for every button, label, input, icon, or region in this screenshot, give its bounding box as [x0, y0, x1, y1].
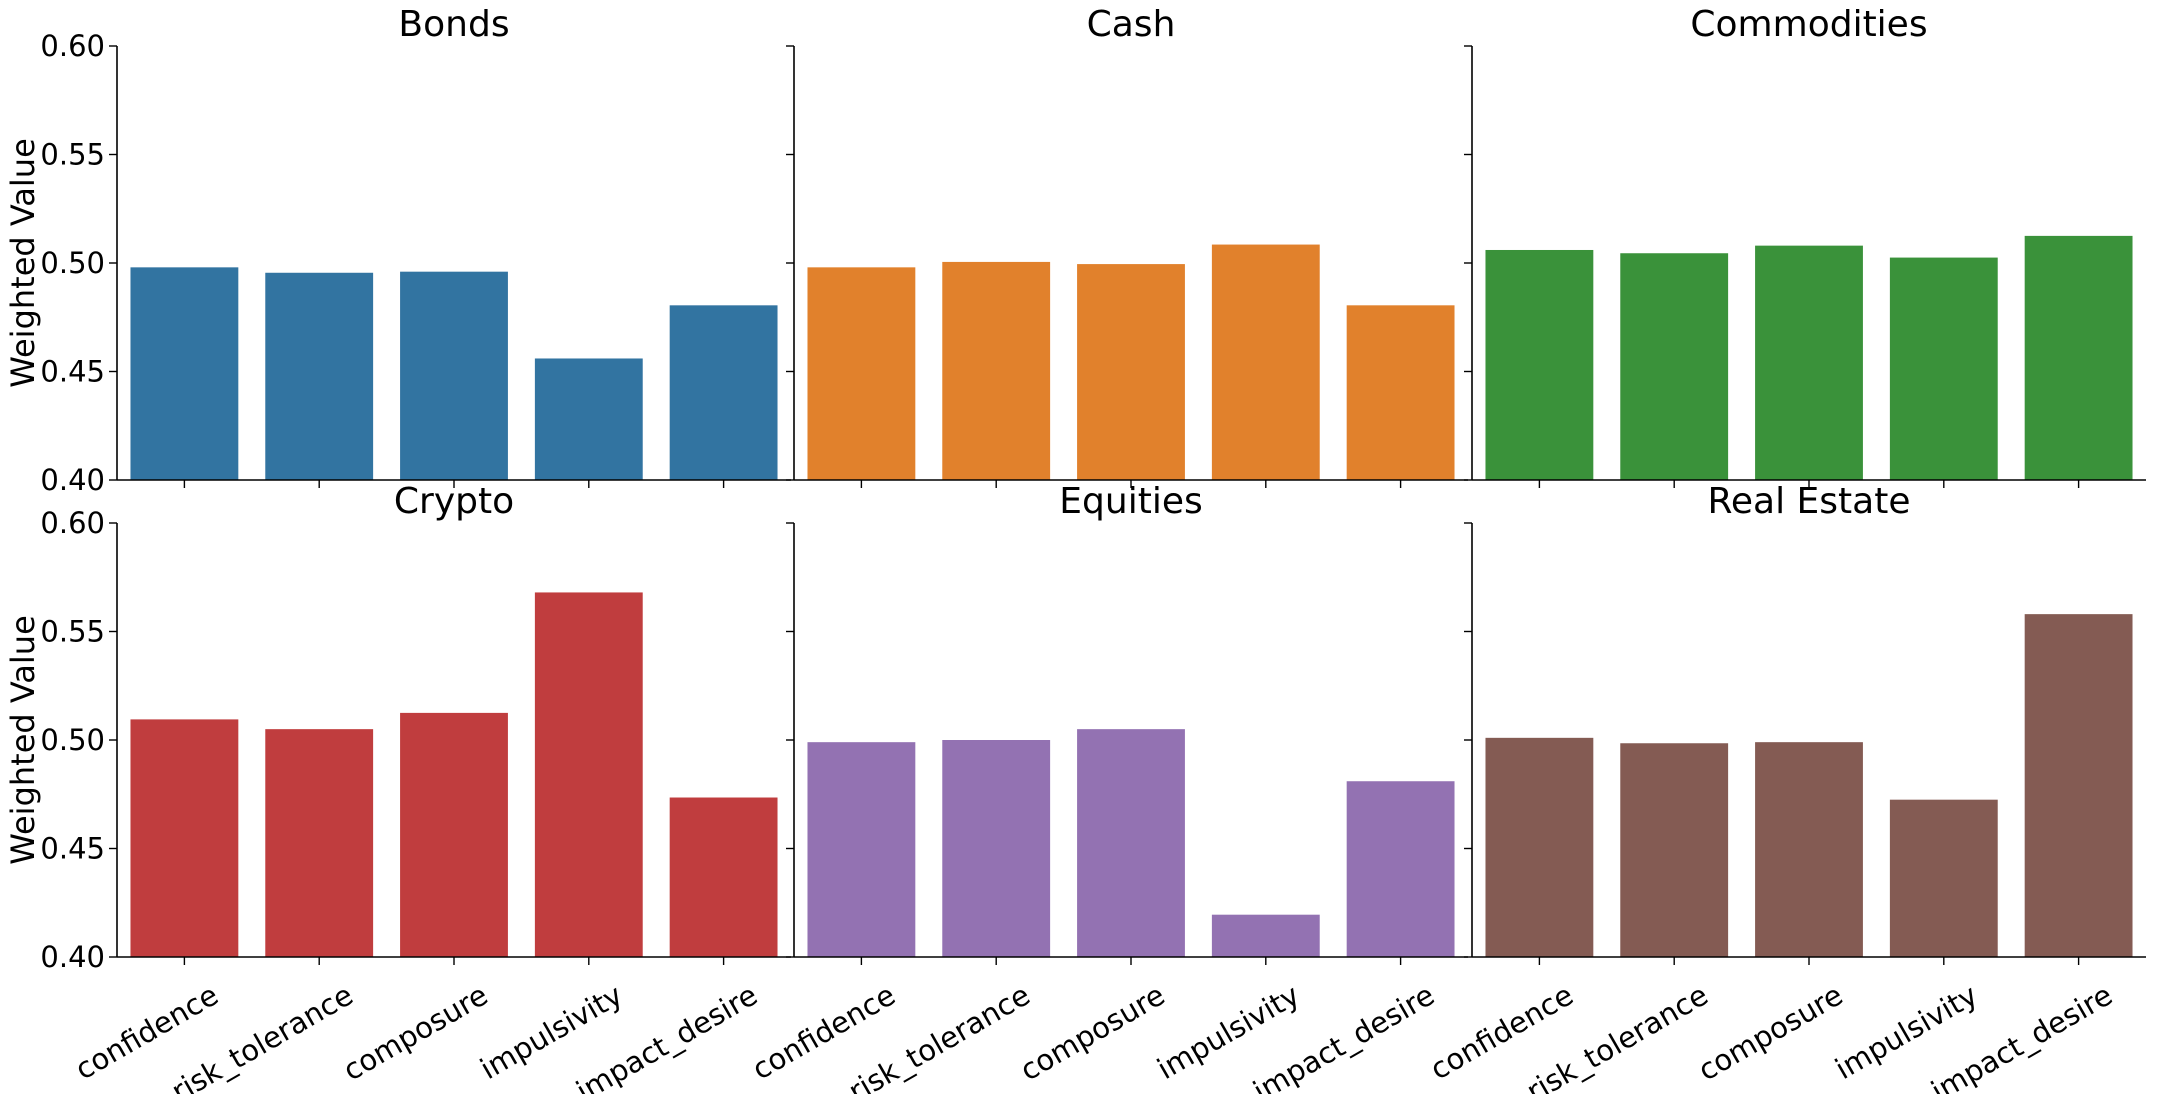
- bar-impulsivity: [534, 358, 643, 480]
- x-tick-label: composure: [337, 978, 493, 1088]
- bar-risk_tolerance: [1620, 743, 1729, 957]
- panel-equities: confidencerisk_tolerancecomposureimpulsi…: [746, 481, 1468, 1094]
- bar-composure: [1077, 729, 1185, 957]
- y-tick-label: 0.50: [40, 723, 105, 757]
- y-tick-label: 0.45: [40, 832, 105, 866]
- bar-composure: [400, 712, 508, 957]
- y-tick-label: 0.45: [40, 355, 105, 389]
- bar-impulsivity: [1211, 914, 1320, 957]
- panel-commodities: Commodities: [1464, 4, 2146, 488]
- bar-risk_tolerance: [942, 261, 1051, 480]
- bar-composure: [400, 271, 508, 480]
- y-tick-label: 0.60: [40, 29, 105, 63]
- bar-risk_tolerance: [1620, 253, 1729, 480]
- bar-composure: [1755, 245, 1863, 480]
- bar-impact_desire: [2024, 235, 2133, 480]
- panel-title: Equities: [1059, 481, 1202, 522]
- panel-title: Bonds: [398, 4, 509, 45]
- y-tick-label: 0.55: [40, 615, 105, 649]
- panel-cash: Cash: [786, 4, 1468, 488]
- bar-impulsivity: [1889, 257, 1998, 480]
- bar-impact_desire: [2024, 614, 2133, 957]
- bar-risk_tolerance: [265, 272, 374, 480]
- y-tick-label: 0.55: [40, 138, 105, 172]
- panel-title: Crypto: [394, 481, 514, 522]
- y-tick-label: 0.40: [40, 463, 105, 497]
- bar-composure: [1077, 264, 1185, 480]
- bar-impulsivity: [1211, 244, 1320, 480]
- bar-confidence: [1485, 249, 1594, 480]
- x-tick-label: composure: [1692, 978, 1848, 1088]
- x-tick-label: composure: [1014, 978, 1170, 1088]
- bar-confidence: [1485, 737, 1594, 957]
- bar-impulsivity: [534, 592, 643, 957]
- y-tick-label: 0.50: [40, 246, 105, 280]
- bar-impact_desire: [1346, 305, 1455, 480]
- panel-title: Cash: [1087, 4, 1176, 45]
- bar-risk_tolerance: [942, 740, 1051, 957]
- bar-impact_desire: [1346, 781, 1455, 957]
- panel-real-estate: confidencerisk_tolerancecomposureimpulsi…: [1424, 481, 2146, 1094]
- y-tick-label: 0.40: [40, 940, 105, 974]
- y-tick-label: 0.60: [40, 506, 105, 540]
- panel-crypto: 0.400.450.500.550.60confidencerisk_toler…: [4, 481, 791, 1094]
- y-axis-label: Weighted Value: [4, 615, 42, 865]
- bar-composure: [1755, 742, 1863, 957]
- panel-bonds: 0.40 0.45 0.50 0.55 0.60 Bonds Weighted Value: [4, 4, 791, 497]
- bar-impact_desire: [669, 305, 778, 480]
- bar-confidence: [130, 719, 239, 957]
- bar-confidence: [130, 267, 239, 480]
- bar-risk_tolerance: [265, 729, 374, 957]
- bar-confidence: [807, 267, 916, 480]
- y-axis-label: Weighted Value: [4, 138, 42, 388]
- bar-impulsivity: [1889, 799, 1998, 957]
- panel-title: Commodities: [1690, 4, 1927, 45]
- panel-title: Real Estate: [1708, 481, 1911, 522]
- bar-confidence: [807, 742, 916, 957]
- bar-impact_desire: [669, 797, 778, 957]
